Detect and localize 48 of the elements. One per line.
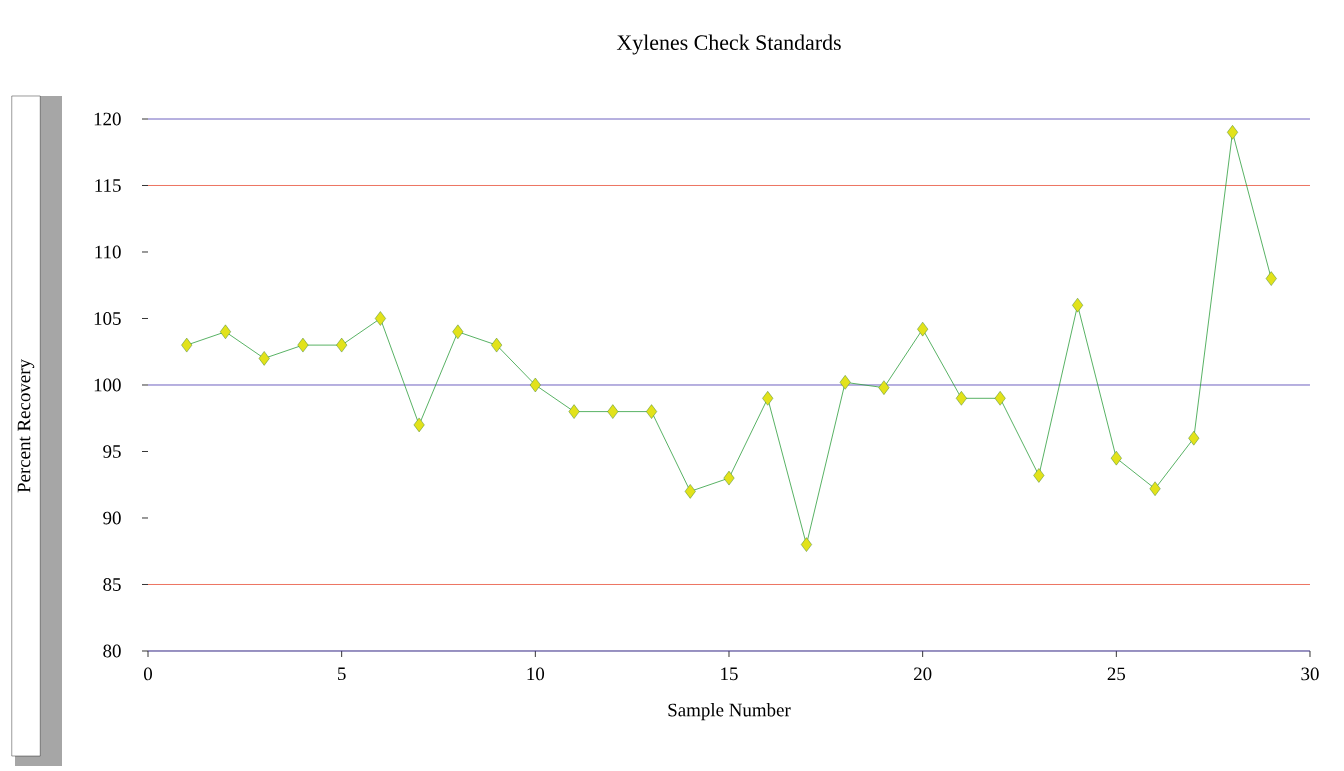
point <box>1033 468 1045 483</box>
y-tick-label: 90 <box>103 511 121 525</box>
point <box>801 537 812 552</box>
point <box>839 375 851 390</box>
point <box>762 391 774 406</box>
point <box>297 337 309 353</box>
x-tick-label: 20 <box>914 667 932 681</box>
point <box>336 337 348 353</box>
point <box>1265 271 1277 286</box>
point <box>1072 298 1084 313</box>
y-tick-label: 110 <box>95 245 121 259</box>
point <box>684 484 696 499</box>
point <box>955 391 967 406</box>
x-tick-label: 0 <box>143 667 152 681</box>
y-tick-label: 100 <box>94 378 121 392</box>
point <box>878 380 890 395</box>
point <box>452 324 464 339</box>
point <box>1110 450 1122 466</box>
y-tick-label: 95 <box>103 445 121 458</box>
point <box>491 337 503 353</box>
point <box>607 404 619 419</box>
point <box>1188 431 1200 446</box>
point <box>220 324 231 339</box>
y-tick-label: 85 <box>103 578 121 591</box>
x-tick-label: 25 <box>1107 667 1126 681</box>
point <box>1149 481 1161 496</box>
x-axis-title: Sample Number <box>668 703 791 721</box>
x-tick-label: 5 <box>338 667 346 681</box>
y-tick-label: 120 <box>94 112 121 126</box>
x-tick-label: 15 <box>721 667 738 681</box>
y-axis-title: Percent Recovery <box>17 359 35 493</box>
x-tick-label: 10 <box>527 667 545 681</box>
point <box>258 351 270 366</box>
y-tick-label: 115 <box>95 179 121 192</box>
y-tick-label: 80 <box>103 644 121 658</box>
point <box>529 377 541 393</box>
point <box>181 337 193 353</box>
point <box>1227 125 1238 140</box>
chart-title: Xylenes Check Standards <box>616 34 841 55</box>
point <box>917 321 929 337</box>
point <box>374 311 386 326</box>
y-tick-label: 105 <box>94 312 121 325</box>
point <box>568 404 580 419</box>
point <box>413 417 425 433</box>
point <box>646 404 657 419</box>
point <box>723 470 735 486</box>
point <box>994 391 1006 406</box>
x-tick-label: 30 <box>1301 667 1319 681</box>
